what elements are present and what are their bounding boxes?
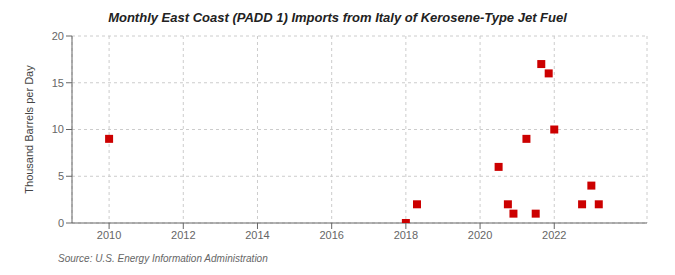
svg-text:2012: 2012 bbox=[171, 229, 195, 241]
svg-text:5: 5 bbox=[58, 170, 64, 182]
svg-text:2014: 2014 bbox=[245, 229, 269, 241]
svg-text:2020: 2020 bbox=[468, 229, 492, 241]
svg-text:2022: 2022 bbox=[542, 229, 566, 241]
svg-text:10: 10 bbox=[52, 123, 64, 135]
svg-text:2018: 2018 bbox=[394, 229, 418, 241]
svg-text:20: 20 bbox=[52, 30, 64, 42]
svg-text:0: 0 bbox=[58, 217, 64, 229]
svg-text:Thousand Barrels per Day: Thousand Barrels per Day bbox=[23, 65, 35, 194]
svg-text:2010: 2010 bbox=[97, 229, 121, 241]
html-text:Source: U.S. Energy Informatio: Source: U.S. Energy Information Administ… bbox=[58, 253, 268, 264]
html-text:Monthly East Coast (PADD 1) Im: Monthly East Coast (PADD 1) Imports from… bbox=[108, 10, 567, 25]
svg-text:15: 15 bbox=[52, 77, 64, 89]
svg-text:2016: 2016 bbox=[319, 229, 343, 241]
